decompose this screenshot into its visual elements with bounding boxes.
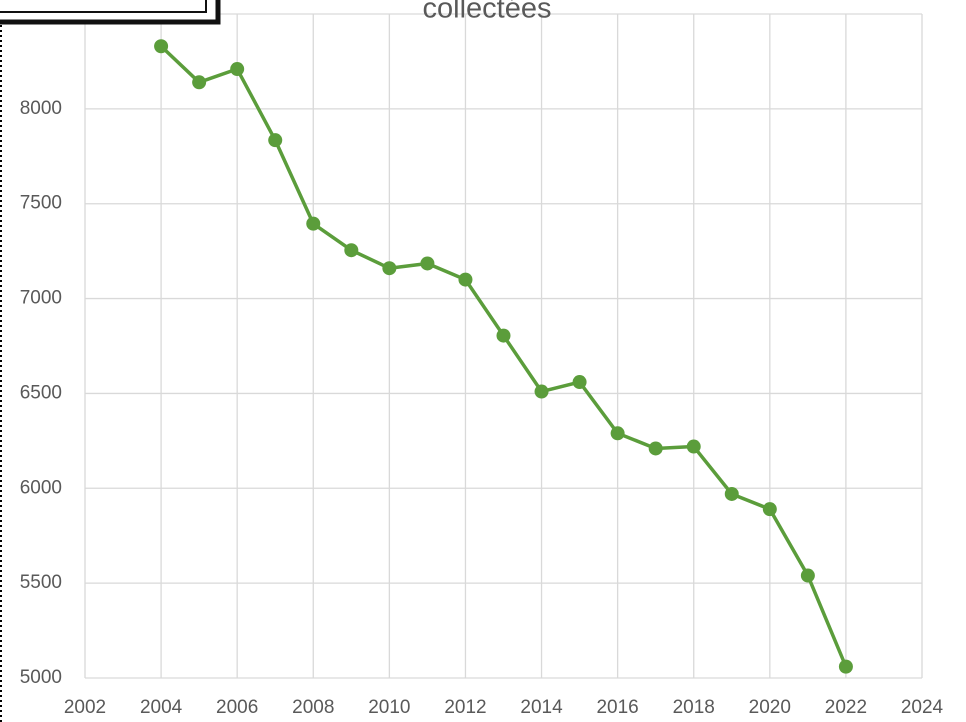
x-tick-label: 2018 xyxy=(673,697,715,718)
y-tick-label: 8000 xyxy=(20,98,62,119)
x-tick-label: 2022 xyxy=(825,697,867,718)
y-tick-label: 7000 xyxy=(20,288,62,309)
x-tick-label: 2004 xyxy=(140,697,183,718)
point xyxy=(382,261,397,276)
point xyxy=(420,256,435,271)
y-tick-label: 6000 xyxy=(20,477,62,498)
y-tick-label: 7500 xyxy=(20,193,62,214)
point xyxy=(572,375,587,390)
point xyxy=(610,426,625,441)
point xyxy=(306,216,321,231)
x-tick-label: 2024 xyxy=(901,697,944,718)
point xyxy=(458,272,473,287)
point xyxy=(838,659,853,674)
x-tick-label: 2012 xyxy=(444,697,486,718)
x-tick-label: 2014 xyxy=(520,697,563,718)
point xyxy=(800,568,815,583)
x-tick-label: 2010 xyxy=(368,697,410,718)
y-tick-label: 5000 xyxy=(20,667,62,688)
x-tick-label: 2020 xyxy=(749,697,791,718)
point xyxy=(496,328,511,343)
point xyxy=(648,441,663,456)
point xyxy=(762,502,777,517)
point xyxy=(230,62,245,77)
point xyxy=(534,384,549,399)
x-tick-label: 2006 xyxy=(216,697,258,718)
y-tick-label: 5500 xyxy=(20,572,62,593)
x-tick-label: 2016 xyxy=(596,697,638,718)
x-tick-label: 2002 xyxy=(64,697,106,718)
point xyxy=(154,39,169,54)
overlay-box-inner xyxy=(0,0,207,13)
point xyxy=(192,75,207,90)
point xyxy=(344,243,359,258)
point xyxy=(686,439,701,454)
point xyxy=(724,486,739,501)
point xyxy=(268,133,283,148)
series-line xyxy=(159,44,848,668)
plot-area: 5000550060006500700075008000850020022004… xyxy=(20,3,944,718)
chart-title: collectées xyxy=(423,0,552,25)
y-tick-label: 6500 xyxy=(20,382,62,403)
x-tick-label: 2008 xyxy=(292,697,334,718)
